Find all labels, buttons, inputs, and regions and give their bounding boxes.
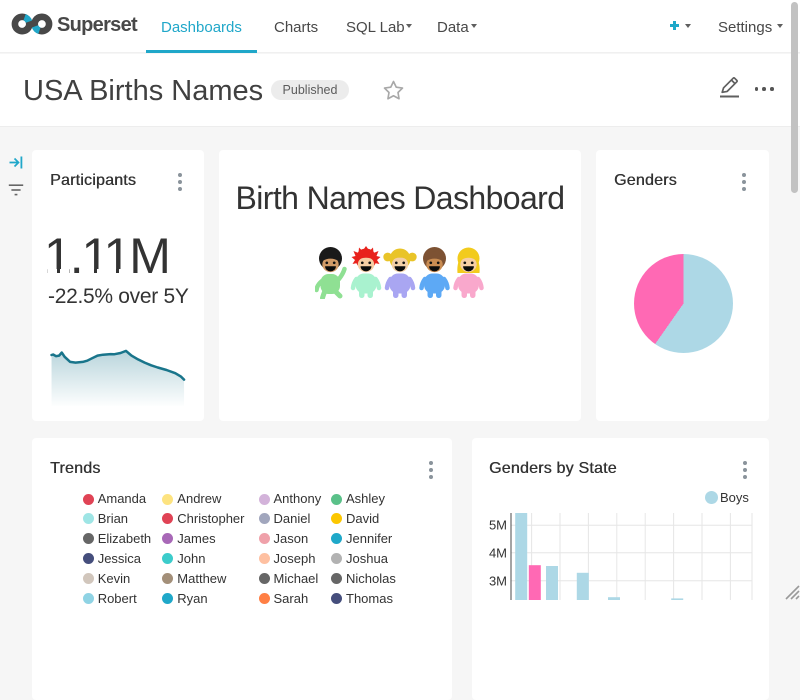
svg-text:4M: 4M: [489, 545, 507, 560]
svg-text:3M: 3M: [489, 573, 507, 588]
svg-text:5M: 5M: [489, 518, 507, 533]
